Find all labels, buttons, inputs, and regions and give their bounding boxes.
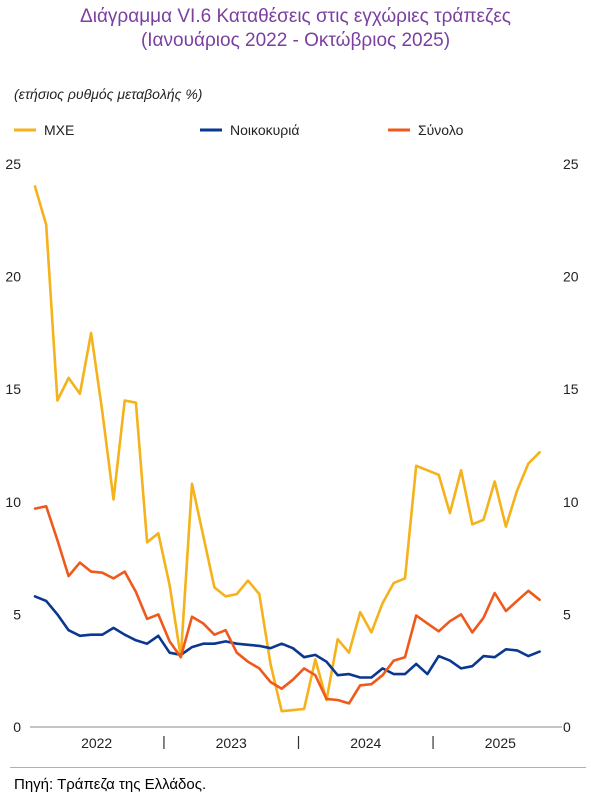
x-tick-label: 2024 xyxy=(350,735,381,751)
source-divider xyxy=(10,767,586,768)
legend-label: Σύνολο xyxy=(418,122,464,138)
y-tick-label-left: 20 xyxy=(5,269,21,285)
series-line xyxy=(33,504,541,705)
legend-label: Νοικοκυριά xyxy=(230,122,299,138)
y-tick-label-right: 5 xyxy=(563,606,571,622)
y-tick-label-right: 20 xyxy=(563,269,579,285)
y-tick-label-left: 25 xyxy=(5,156,21,172)
y-tick-label-right: 25 xyxy=(563,156,579,172)
series-line xyxy=(33,185,541,713)
series-line xyxy=(33,595,541,679)
x-tick-label: 2022 xyxy=(81,735,112,751)
x-tick-label: 2023 xyxy=(216,735,247,751)
legend-label: ΜΧΕ xyxy=(44,122,74,138)
y-tick-label-left: 10 xyxy=(5,494,21,510)
y-tick-label-left: 15 xyxy=(5,381,21,397)
y-tick-label-left: 5 xyxy=(13,606,21,622)
chart-subtitle: (Ιανουάριος 2022 - Οκτώβριος 2025) xyxy=(140,30,451,51)
chart-title: Διάγραμμα VI.6 Καταθέσεις στις εγχώριες … xyxy=(80,6,511,27)
x-tick-label: 2025 xyxy=(485,735,516,751)
y-tick-label-right: 0 xyxy=(563,719,571,735)
y-tick-label-left: 0 xyxy=(13,719,21,735)
source-note: Πηγή: Τράπεζα της Ελλάδος. xyxy=(14,776,207,793)
unit-label: (ετήσιος ρυθμός μεταβολής %) xyxy=(14,86,203,102)
y-tick-label-right: 10 xyxy=(563,494,579,510)
y-tick-label-right: 15 xyxy=(563,381,579,397)
